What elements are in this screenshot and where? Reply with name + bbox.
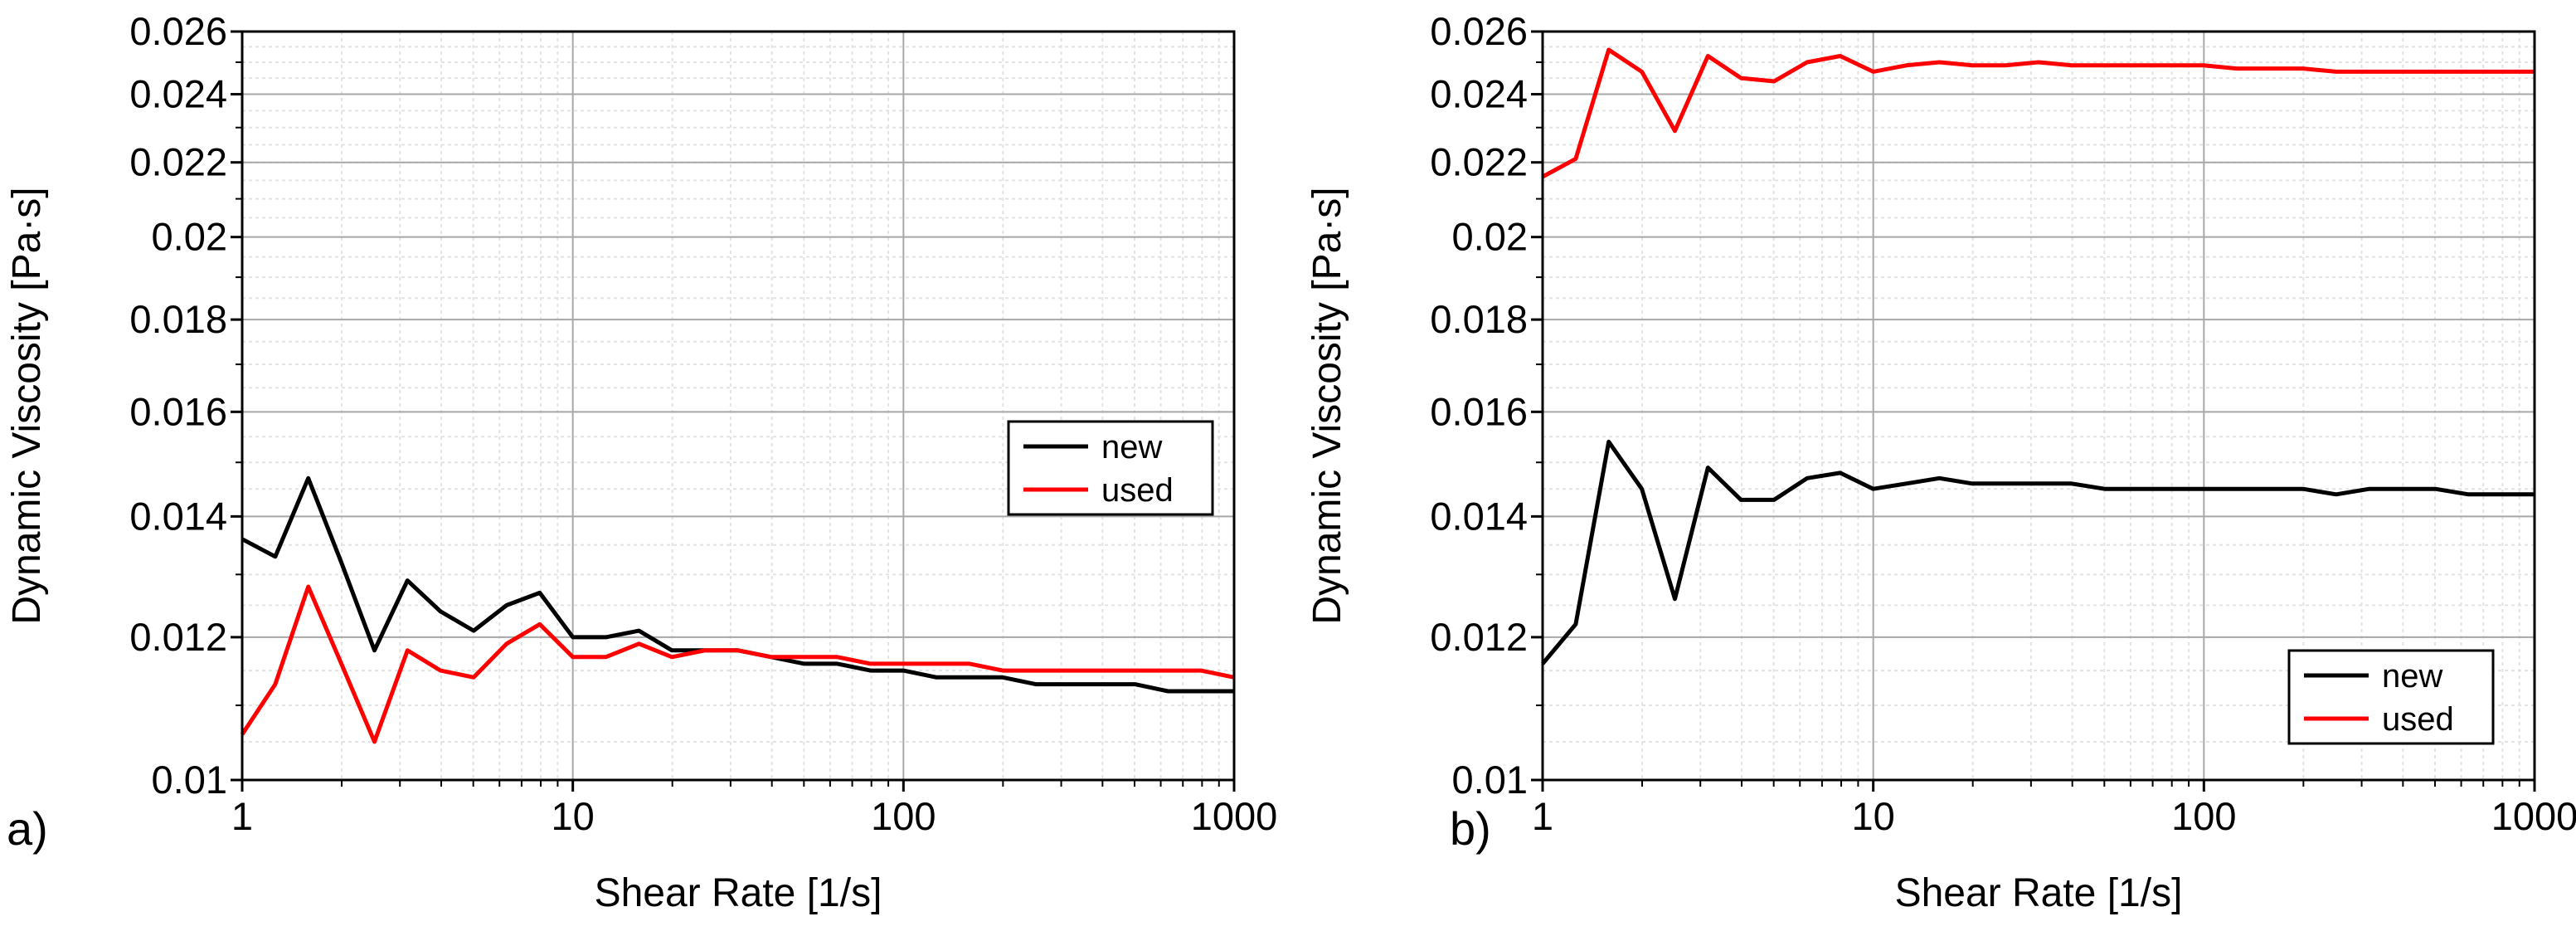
panel-a-y-tick-label: 0.02: [152, 215, 227, 259]
panel-a-y-tick-label: 0.016: [129, 389, 227, 433]
panel-b: 1 10 100 1000 0.01 0.012 0.014 0.016 0.018 0.02 0.…: [1305, 9, 2576, 915]
panel-b-legend-box: [2287, 649, 2495, 745]
panel-b-x-tick-label: 100: [2171, 794, 2236, 838]
panel-b-axis-frame: [1541, 30, 2536, 782]
panel-a-x-axis-title: Shear Rate [1/s]: [595, 871, 882, 915]
panel-b-y-axis-title: Dynamic Viscosity [Pa·s]: [1305, 187, 1349, 624]
panel-a-series-used-line: [240, 584, 1235, 744]
panel-b-y-tick-label: 0.016: [1430, 389, 1528, 433]
panel-b-y-tick-label: 0.01: [1452, 758, 1528, 802]
panel-a-x-tick-label: 1: [231, 794, 253, 838]
panel-a-label: a): [7, 802, 48, 855]
panel-b-series-new-line: [1541, 439, 2535, 665]
panel-a-y-tick-label: 0.014: [129, 494, 227, 538]
panel-b-x-tick-label: 10: [1852, 794, 1895, 838]
panel-b-legend: new used: [2287, 649, 2495, 745]
panel-a-y-tick-label: 0.01: [152, 758, 227, 802]
panel-b-x-axis-title: Shear Rate [1/s]: [1895, 871, 2183, 915]
panel-b-y-tick-label: 0.022: [1430, 140, 1528, 184]
panel-b-x-tick-label: 1: [1532, 794, 1553, 838]
panel-b-y-tick-label: 0.024: [1430, 72, 1528, 116]
panel-b-y-tick-label: 0.018: [1430, 297, 1528, 341]
panel-b-legend-label-used: used: [2382, 701, 2454, 738]
panel-a-legend-box: [1007, 420, 1214, 516]
panel-a-plot-area: [242, 32, 1234, 780]
panel-b-y-tick-label: 0.014: [1430, 494, 1528, 538]
panel-a-y-tick-label: 0.026: [129, 9, 227, 53]
panel-b-legend-label-new: new: [2382, 658, 2442, 695]
panel-a-x-tick-label: 10: [552, 794, 595, 838]
panel-b-y-tick-label: 0.02: [1452, 215, 1528, 259]
panel-b-series-used-line: [1541, 47, 2535, 179]
panel-a-axis-frame: [241, 30, 1236, 782]
panel-a-y-tick-label: 0.024: [129, 72, 227, 116]
panel-b-y-tick-label: 0.012: [1430, 615, 1528, 659]
panel-a-legend-label-new: new: [1101, 429, 1162, 466]
panel-b-y-tick-label: 0.026: [1430, 9, 1528, 53]
panel-a-x-tick-label: 1000: [1191, 794, 1278, 838]
panel-a-x-tick-label: 100: [871, 794, 936, 838]
panel-b-label: b): [1450, 802, 1491, 855]
panel-a: 1 10 100 1000 0.01 0.012 0.014 0.016 0.018 0.02 0.…: [5, 9, 1277, 915]
panel-a-y-axis-title: Dynamic Viscosity [Pa·s]: [5, 187, 49, 624]
panel-a-y-tick-label: 0.012: [129, 615, 227, 659]
panel-a-y-tick-label: 0.022: [129, 140, 227, 184]
panel-b-x-tick-label: 1000: [2491, 794, 2576, 838]
panel-a-y-tick-label: 0.018: [129, 297, 227, 341]
panel-a-legend-label-used: used: [1101, 472, 1174, 509]
panel-a-legend: new used: [1007, 420, 1214, 516]
